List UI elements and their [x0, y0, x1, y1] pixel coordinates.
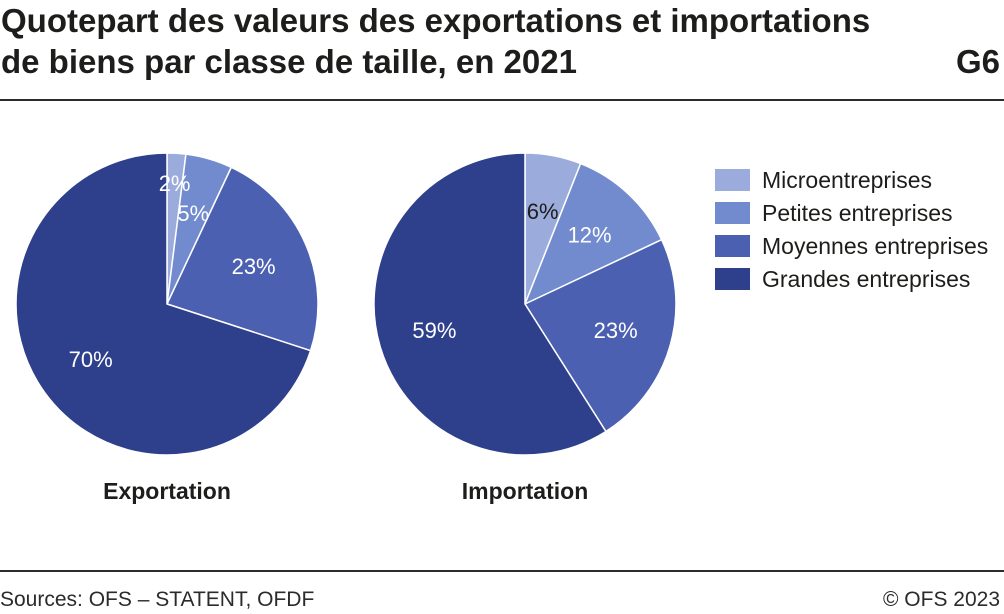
header-rule	[0, 99, 1004, 101]
pie-data-label: 23%	[594, 318, 638, 343]
legend-item-grandes-entreprises: Grandes entreprises	[715, 262, 988, 295]
figure-id: G6	[955, 43, 1000, 80]
pie-exportation: 2% 5% 23% 70%	[15, 152, 319, 456]
pie-slice-grandes-entreprises	[373, 152, 607, 456]
pie-importation: 6% 12% 23% 59%	[373, 152, 677, 456]
pie-slice-moyennes-entreprises	[166, 166, 319, 352]
legend-swatch	[715, 234, 750, 257]
legend-label: Microentreprises	[762, 166, 932, 193]
legend: Microentreprises Petites entreprises Moy…	[715, 163, 988, 295]
pie-data-label: 70%	[69, 347, 113, 372]
pie-chart-importation: 6% 12% 23% 59%	[365, 144, 685, 464]
legend-label: Moyennes entreprises	[762, 232, 989, 259]
legend-label: Grandes entreprises	[762, 265, 971, 292]
copyright: © OFS 2023	[882, 588, 1000, 611]
pie-data-label: 2%	[159, 171, 191, 196]
pie-data-label: 6%	[527, 199, 559, 224]
footer-rule	[0, 570, 1004, 572]
chart-title-line-1: Quotepart des valeurs des exportations e…	[1, 2, 871, 39]
pie-caption-importation: Importation	[461, 478, 589, 504]
pie-caption-exportation: Exportation	[103, 478, 231, 504]
legend-label: Petites entreprises	[762, 199, 953, 226]
legend-swatch	[715, 168, 750, 191]
pie-data-label: 5%	[177, 201, 209, 226]
chart-title-line-2: de biens par classe de taille, en 2021	[1, 43, 577, 80]
pie-slice-moyennes-entreprises	[524, 238, 677, 433]
pie-data-label: 23%	[232, 254, 276, 279]
pie-data-label: 12%	[568, 223, 612, 248]
pie-slice-petites-entreprises	[524, 162, 663, 305]
legend-item-microentreprises: Microentreprises	[715, 163, 988, 196]
legend-swatch	[715, 267, 750, 290]
source-note: Sources: OFS – STATENT, OFDF	[0, 588, 315, 611]
legend-swatch	[715, 201, 750, 224]
chart-title: Quotepart des valeurs des exportations e…	[1, 0, 870, 82]
pie-chart-exportation: 2% 5% 23% 70%	[7, 144, 327, 464]
legend-item-petites-entreprises: Petites entreprises	[715, 196, 988, 229]
pie-data-label: 59%	[412, 318, 456, 343]
legend-item-moyennes-entreprises: Moyennes entreprises	[715, 229, 988, 262]
pie-slice-grandes-entreprises	[15, 152, 312, 456]
